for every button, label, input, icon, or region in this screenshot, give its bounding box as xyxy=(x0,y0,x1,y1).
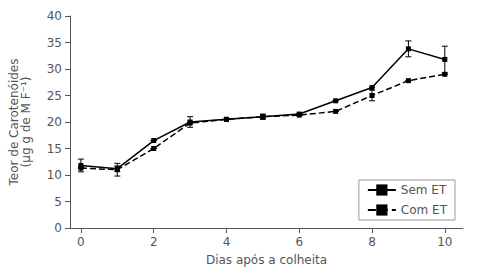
svg-text:4: 4 xyxy=(223,235,231,249)
svg-text:35: 35 xyxy=(47,36,62,50)
svg-text:Teor de Carotenóides: Teor de Carotenóides xyxy=(7,58,21,186)
svg-text:(µg g de M F⁻¹): (µg g de M F⁻¹) xyxy=(19,77,33,168)
svg-text:25: 25 xyxy=(47,89,62,103)
svg-text:0: 0 xyxy=(54,221,62,235)
svg-text:40: 40 xyxy=(47,9,62,23)
svg-text:Sem ET: Sem ET xyxy=(401,183,447,197)
svg-text:10: 10 xyxy=(437,235,452,249)
svg-text:2: 2 xyxy=(150,235,158,249)
svg-text:5: 5 xyxy=(54,195,62,209)
svg-text:Com ET: Com ET xyxy=(401,203,448,217)
svg-text:20: 20 xyxy=(47,115,62,129)
svg-text:10: 10 xyxy=(47,168,62,182)
svg-text:15: 15 xyxy=(47,142,62,156)
svg-text:8: 8 xyxy=(368,235,376,249)
svg-text:6: 6 xyxy=(295,235,303,249)
svg-text:30: 30 xyxy=(47,62,62,76)
svg-text:0: 0 xyxy=(77,235,85,249)
svg-text:Dias após a colheita: Dias após a colheita xyxy=(206,253,327,267)
